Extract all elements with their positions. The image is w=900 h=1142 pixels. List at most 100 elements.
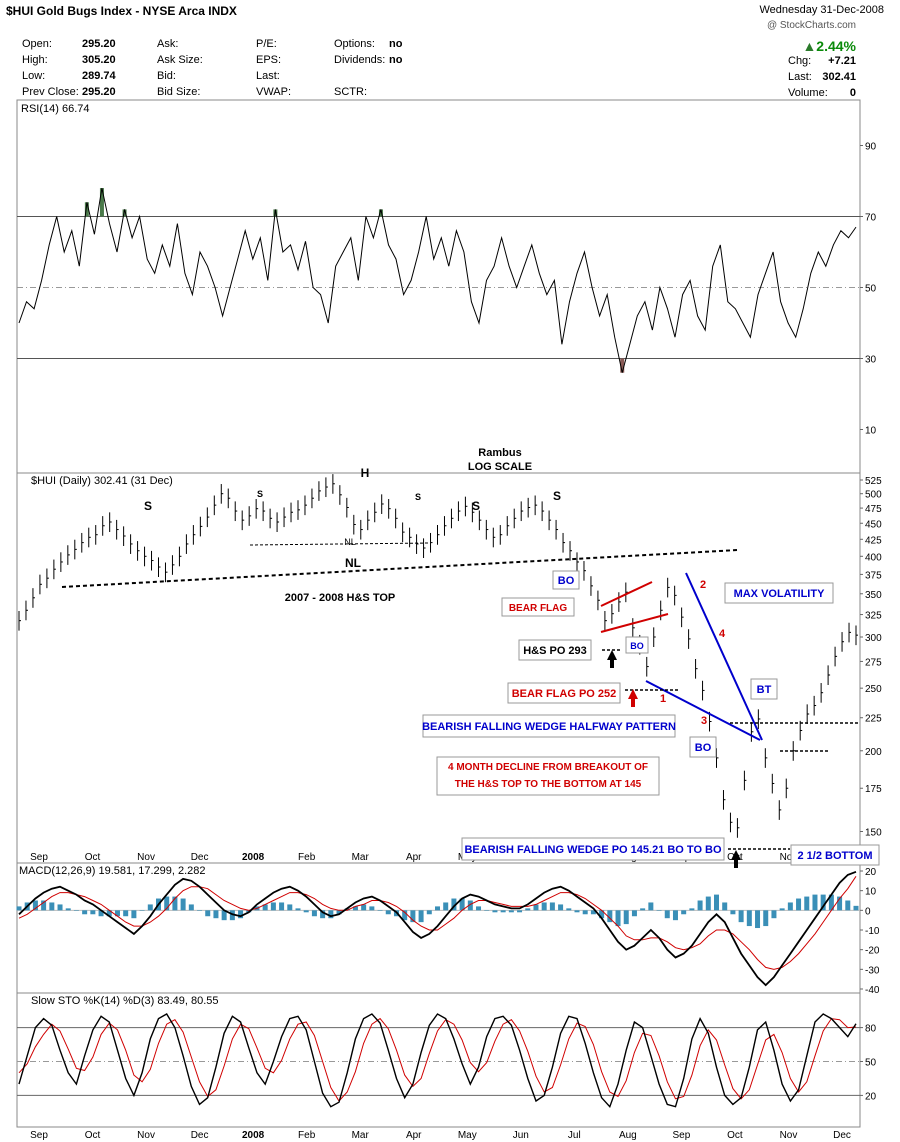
macd-histogram-bar <box>566 908 572 911</box>
rsi-title: RSI(14) 66.74 <box>21 103 89 115</box>
bottom-label-box <box>790 844 880 866</box>
wave-number-label: 2 <box>700 579 706 591</box>
macd-histogram-bar <box>746 910 752 927</box>
macd-histogram-bar <box>738 910 744 923</box>
macd-histogram-bar <box>640 908 646 911</box>
neckline-label-inner: NL <box>344 537 356 547</box>
quote-label: Volume: <box>788 87 828 99</box>
macd-histogram-bar <box>385 910 391 915</box>
panel-frame-0 <box>16 99 861 474</box>
panel-frame-2 <box>16 862 861 994</box>
macd-histogram-bar <box>377 910 383 911</box>
y-tick-label-macd: 20 <box>865 867 877 878</box>
macd-histogram-bar <box>205 910 211 917</box>
red-up-arrow-icon <box>628 689 638 707</box>
decline-note-line-2: THE H&S TOP TO THE BOTTOM AT 145 <box>455 779 642 790</box>
price-x-label: Sep <box>30 852 48 863</box>
quote-label: Ask Size: <box>157 54 203 66</box>
macd-histogram-bar <box>418 910 424 923</box>
macd-histogram-bar <box>730 910 736 915</box>
y-tick-label-price: 175 <box>865 784 882 795</box>
macd-histogram-bar <box>689 908 695 911</box>
falling-wedge-po-label: BEARISH FALLING WEDGE PO 145.21 BO TO BO <box>464 844 722 856</box>
y-tick-label-sto: 80 <box>865 1024 877 1035</box>
sto-x-label: Feb <box>298 1130 316 1141</box>
neckline-main <box>61 549 739 588</box>
macd-histogram-bar <box>590 910 596 915</box>
macd-histogram-bar <box>467 900 473 911</box>
bear-flag-po-label: BEAR FLAG PO 252 <box>512 688 617 700</box>
macd-histogram-bar <box>508 910 514 913</box>
macd-histogram-bar <box>287 904 293 911</box>
price-title: $HUI (Daily) 302.41 (31 Dec) <box>31 475 173 487</box>
y-tick-label-macd: 0 <box>865 906 871 917</box>
macd-histogram-bar <box>402 910 408 921</box>
y-tick-label-price: 500 <box>865 490 882 501</box>
bo-label-2: BO <box>630 641 644 651</box>
y-tick-label-price: 275 <box>865 657 882 668</box>
y-tick-label-price: 375 <box>865 570 882 581</box>
chart-title: $HUI Gold Bugs Index - NYSE Arca INDX <box>6 4 237 18</box>
macd-histogram-bar <box>311 910 317 917</box>
macd-histogram-bar <box>558 904 564 911</box>
macd-histogram-bar <box>837 896 843 911</box>
quote-value: 295.20 <box>82 38 116 50</box>
up-triangle-icon: ▲ <box>802 38 817 54</box>
bo-label-2-box <box>625 636 649 654</box>
quote-label: High: <box>22 54 48 66</box>
macd-histogram-bar <box>90 910 96 915</box>
macd-histogram-bar <box>82 910 88 915</box>
quote-value: 0 <box>849 87 856 99</box>
macd-histogram-bar <box>147 904 153 911</box>
wave-number-label: 3 <box>701 715 707 727</box>
macd-histogram-bar <box>262 904 268 911</box>
macd-histogram-bar <box>771 910 777 919</box>
sto-x-label: 2008 <box>242 1130 265 1141</box>
sto-x-label: May <box>458 1130 477 1141</box>
y-tick-label-price: 450 <box>865 519 882 530</box>
macd-histogram-bar <box>533 904 539 911</box>
macd-histogram-bar <box>328 910 334 919</box>
black-up-arrow-icon <box>607 650 617 668</box>
macd-histogram-bar <box>303 910 309 913</box>
macd-histogram-bar <box>672 910 678 921</box>
quote-label: VWAP: <box>256 86 292 98</box>
macd-histogram-bar <box>352 906 358 911</box>
macd-histogram-bar <box>98 910 104 917</box>
y-tick-label-price: 475 <box>865 504 882 515</box>
y-tick-label-macd: -40 <box>865 985 880 996</box>
macd-histogram-bar <box>853 905 859 911</box>
panel-frames <box>16 99 861 1128</box>
stochastic-panel: 20 50 80 Sep Oct Nov Dec 2008 Feb Mar Apr May Jun Jul… <box>17 995 877 1141</box>
macd-signal-line <box>18 876 857 970</box>
macd-line <box>18 870 857 987</box>
macd-histogram-bar <box>451 898 457 911</box>
macd-histogram-bar <box>714 894 719 911</box>
shoulder-label: S <box>144 499 152 513</box>
macd-histogram-bar <box>476 906 482 911</box>
macd-histogram-bar <box>484 910 490 911</box>
macd-histogram-bar <box>188 904 194 911</box>
macd-histogram-bar <box>435 906 440 911</box>
macd-histogram-bar <box>65 908 71 911</box>
panel-frame-3 <box>16 992 861 1128</box>
y-tick-label-price: 400 <box>865 552 882 563</box>
y-tick-label-price: 300 <box>865 633 882 644</box>
rsi-extreme-fill <box>122 209 127 217</box>
macd-histogram-bar <box>599 910 605 919</box>
falling-wedge-po-label-box <box>461 837 725 861</box>
shoulder-label: S <box>472 499 480 513</box>
macd-histogram-bar <box>197 910 203 911</box>
macd-histogram-bar <box>656 910 662 911</box>
annotations-layer: S S H S S S NL NL 2007 - 2008 H&S TOP BO BEAR FLAG… <box>61 466 880 868</box>
macd-histogram-bar <box>705 896 711 911</box>
sto-x-label: Apr <box>406 1130 422 1141</box>
macd-histogram-bar <box>213 910 219 919</box>
rsi-extreme-fill <box>378 209 383 217</box>
y-tick-label-price: 200 <box>865 747 882 758</box>
sto-title: Slow STO %K(14) %D(3) 83.49, 80.55 <box>31 995 219 1007</box>
macd-histogram-bar <box>73 910 79 911</box>
quote-label: Dividends: <box>334 54 386 66</box>
sto-x-label: Dec <box>833 1130 851 1141</box>
